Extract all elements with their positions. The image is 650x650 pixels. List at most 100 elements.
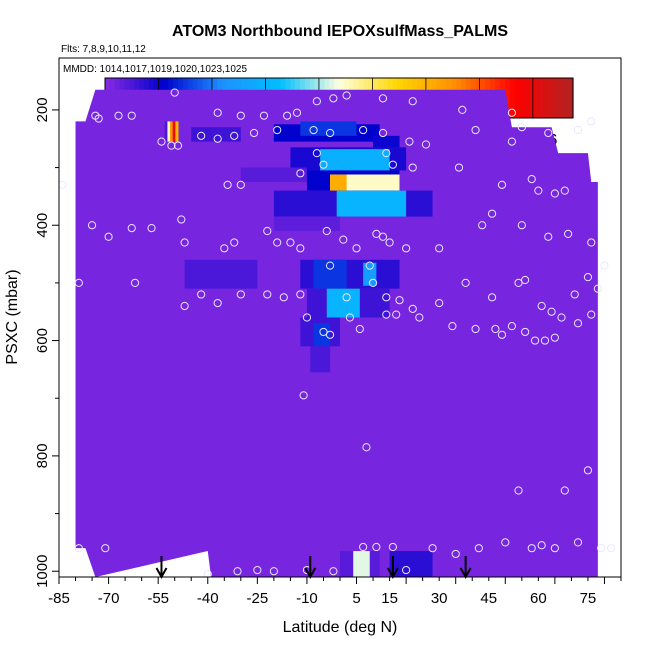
- observation-point: [279, 293, 288, 302]
- heatmap-cell: [167, 121, 171, 142]
- colorbar-segment: [553, 78, 559, 118]
- observation-point: [573, 125, 583, 135]
- observation-point: [59, 180, 67, 189]
- observation-point: [544, 128, 553, 138]
- observation-point: [408, 304, 417, 313]
- x-tick-label: 30: [431, 590, 448, 607]
- observation-point: [471, 324, 480, 334]
- observation-point: [461, 278, 470, 287]
- observation-point: [299, 391, 308, 400]
- heatmap-plot: [75, 89, 598, 577]
- chart-title: ATOM3 Northbound IEPOXsulfMass_PALMS: [172, 23, 508, 40]
- heatmap-cell: [310, 346, 331, 373]
- observation-point: [236, 290, 245, 299]
- y-tick-label: 600: [34, 328, 51, 353]
- observation-point: [273, 238, 282, 247]
- observation-point: [402, 244, 411, 253]
- heatmap-cell: [240, 167, 307, 182]
- observation-point: [236, 111, 245, 120]
- observation-point: [147, 224, 156, 233]
- observation-point: [530, 336, 540, 345]
- heatmap-cell: [164, 121, 168, 142]
- observation-point: [359, 542, 368, 552]
- observation-point: [507, 108, 517, 117]
- observation-point: [497, 180, 507, 189]
- observation-point: [570, 290, 579, 299]
- observation-point: [283, 111, 292, 120]
- heatmap-cell: [320, 149, 390, 171]
- observation-point: [355, 324, 364, 334]
- observation-point: [550, 333, 559, 342]
- observation-point: [385, 238, 394, 247]
- observation-point: [213, 108, 222, 117]
- observation-point: [259, 111, 269, 120]
- observation-point: [292, 108, 302, 117]
- observation-point: [203, 570, 212, 577]
- observation-point: [451, 549, 460, 559]
- observation-point: [537, 301, 546, 311]
- observation-point: [352, 244, 361, 253]
- colorbar-segment: [504, 78, 511, 118]
- observation-point: [593, 284, 602, 293]
- dates-label: MMDD: 1014,1017,1019,1020,1023,1025: [63, 64, 247, 75]
- observation-point: [342, 91, 351, 100]
- observation-point: [319, 327, 328, 337]
- observation-point: [74, 544, 83, 553]
- heatmap-cell: [336, 190, 407, 217]
- observation-point: [454, 163, 464, 172]
- observation-point: [573, 319, 583, 328]
- observation-point: [435, 298, 444, 308]
- x-tick-label: 15: [381, 590, 398, 607]
- observation-point: [312, 97, 321, 106]
- observation-point: [382, 293, 391, 302]
- observation-point: [296, 169, 305, 178]
- observation-point: [544, 232, 553, 241]
- observation-point: [550, 189, 559, 198]
- colorbar-segment: [509, 78, 516, 118]
- x-tick-label: 75: [580, 590, 597, 607]
- observation-point: [501, 538, 510, 547]
- observation-point: [408, 97, 417, 106]
- flights-label: Flts: 7,8,9,10,11,12: [61, 44, 146, 55]
- observation-point: [325, 330, 335, 339]
- observation-point: [521, 275, 530, 285]
- observation-point: [421, 140, 431, 149]
- heatmap-cell: [389, 551, 433, 577]
- observation-point: [560, 186, 569, 195]
- observation-point: [365, 261, 374, 270]
- observation-point: [273, 125, 282, 135]
- observation-point: [101, 544, 110, 553]
- heatmap-cell: [300, 121, 357, 136]
- observation-point: [249, 128, 259, 138]
- observation-point: [329, 94, 338, 103]
- x-axis: -85 -70 -55 -40 -25 -10 5 15 30 45 60 75: [48, 577, 622, 607]
- colorbar-segment: [538, 78, 545, 118]
- observation-point: [606, 544, 616, 553]
- x-tick-label: -25: [247, 590, 269, 607]
- observation-point: [127, 224, 136, 233]
- observation-point: [487, 293, 497, 302]
- observation-point: [104, 232, 113, 241]
- y-tick-label: 1000: [34, 555, 51, 588]
- observation-point: [557, 313, 566, 322]
- observation-point: [94, 114, 103, 123]
- heatmap-cell: [326, 288, 360, 318]
- x-tick-label: 5: [352, 590, 360, 607]
- observation-point: [587, 238, 596, 247]
- observation-point: [573, 538, 583, 547]
- observation-point: [388, 160, 397, 169]
- colorbar-segment: [558, 78, 564, 118]
- heatmap-cell: [363, 262, 377, 286]
- observation-point: [564, 229, 573, 238]
- observation-point: [223, 180, 232, 189]
- observation-point: [497, 330, 507, 339]
- observation-point: [382, 149, 391, 158]
- observation-point: [402, 565, 411, 575]
- observation-point: [230, 238, 239, 247]
- observation-point: [378, 128, 388, 138]
- observation-point: [382, 310, 391, 319]
- observation-point: [368, 278, 378, 287]
- heatmap-cell: [172, 121, 176, 142]
- observation-point: [345, 313, 355, 322]
- observation-point: [395, 296, 404, 305]
